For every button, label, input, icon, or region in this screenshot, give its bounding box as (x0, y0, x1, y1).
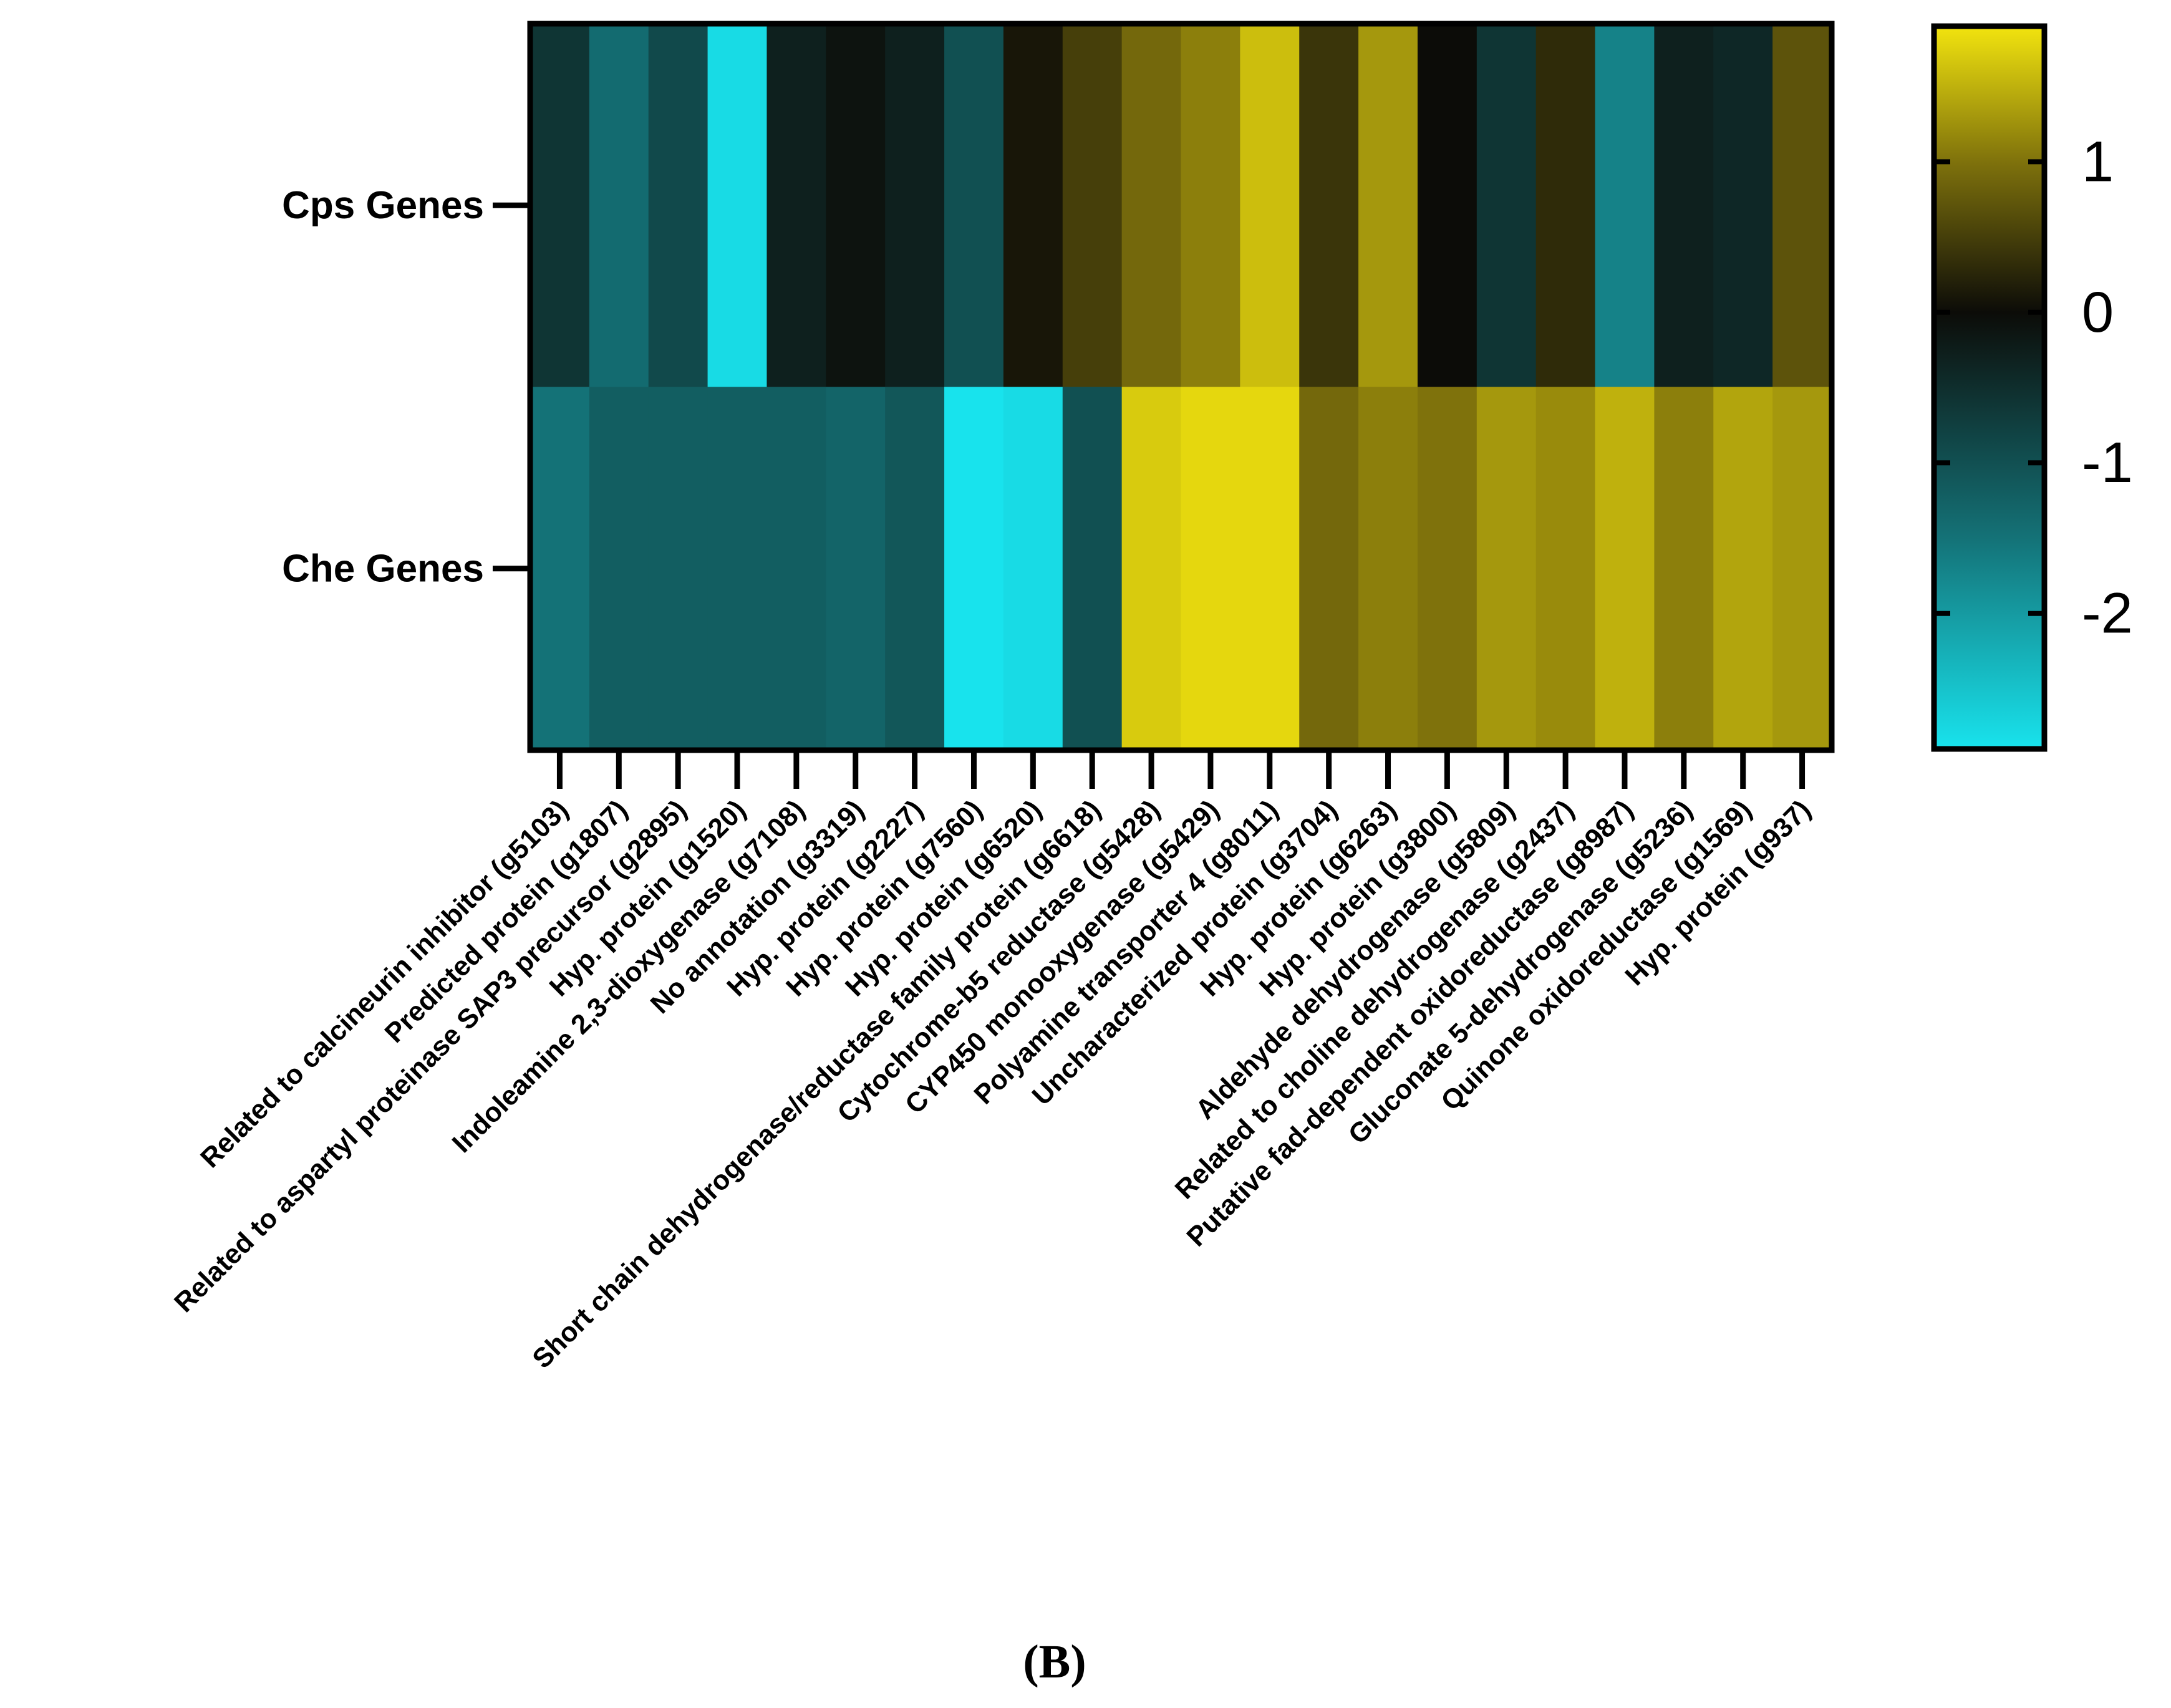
heatmap-cell (1535, 24, 1596, 388)
heatmap-cell (648, 387, 708, 751)
heatmap-cell (1062, 387, 1123, 751)
heatmap-cell (766, 387, 827, 751)
heatmap-cell (766, 24, 827, 388)
heatmap-cell (589, 24, 649, 388)
heatmap-cell (944, 24, 1004, 388)
colorbar-tick-label: 1 (2082, 130, 2114, 193)
heatmap-cell (1003, 24, 1063, 388)
heatmap-cell (1121, 24, 1182, 388)
heatmap-cell (1240, 387, 1300, 751)
heatmap-cell (707, 24, 768, 388)
heatmap-cell (1062, 24, 1123, 388)
heatmap-cell (707, 387, 768, 751)
color-legend: 1 0 -1 -2 (1931, 23, 2133, 752)
heatmap-cell (1713, 387, 1773, 751)
heatmap-cell (1358, 387, 1418, 751)
heatmap-cell (1121, 387, 1182, 751)
row-axis: Cps Genes Che Genes (282, 184, 528, 590)
heatmap-cell (1654, 387, 1714, 751)
heatmap-cell (1240, 24, 1300, 388)
colorbar (1931, 23, 2048, 752)
heatmap-cell (1299, 24, 1359, 388)
heatmap-cell (1476, 24, 1537, 388)
heatmap-cell (589, 387, 649, 751)
heatmap-cell (944, 387, 1004, 751)
heatmap-cell (648, 24, 708, 388)
heatmap-cell (826, 24, 886, 388)
heatmap-cell (1358, 24, 1418, 388)
colorbar-ticks: 1 0 -1 -2 (1934, 130, 2133, 645)
column-axis: Related to calcineurin inhibitor (g5103)… (168, 753, 1817, 1374)
heatmap-cell (885, 387, 945, 751)
heatmap-cell (1299, 387, 1359, 751)
heatmap-cell (530, 387, 590, 751)
heatmap-cell (1654, 24, 1714, 388)
heatmap-cell (1417, 387, 1477, 751)
heatmap-cells (530, 24, 1832, 751)
heatmap-cell (885, 24, 945, 388)
heatmap-cell (1713, 24, 1773, 388)
heatmap-cell (1772, 387, 1832, 751)
heatmap-cell (1181, 387, 1241, 751)
heatmap-cell (1772, 24, 1832, 388)
heatmap-cell (1595, 24, 1655, 388)
heatmap-cell (1535, 387, 1596, 751)
heatmap-cell (1181, 24, 1241, 388)
heatmap-cell (1417, 24, 1477, 388)
colorbar-tick-label: -2 (2082, 582, 2133, 645)
row-label: Che Genes (282, 547, 484, 590)
row-label: Cps Genes (282, 184, 484, 227)
heatmap-cell (1595, 387, 1655, 751)
heatmap-cell (826, 387, 886, 751)
heatmap-cell (1003, 387, 1063, 751)
heatmap-cell (1476, 387, 1537, 751)
panel-label: (B) (1023, 1636, 1086, 1688)
heatmap-frame (527, 21, 1835, 753)
column-label: Related to aspartyl proteinase SAP3 prec… (168, 794, 692, 1318)
heatmap-cell (530, 24, 590, 388)
colorbar-tick-label: -1 (2082, 431, 2133, 495)
colorbar-tick-label: 0 (2082, 281, 2114, 344)
